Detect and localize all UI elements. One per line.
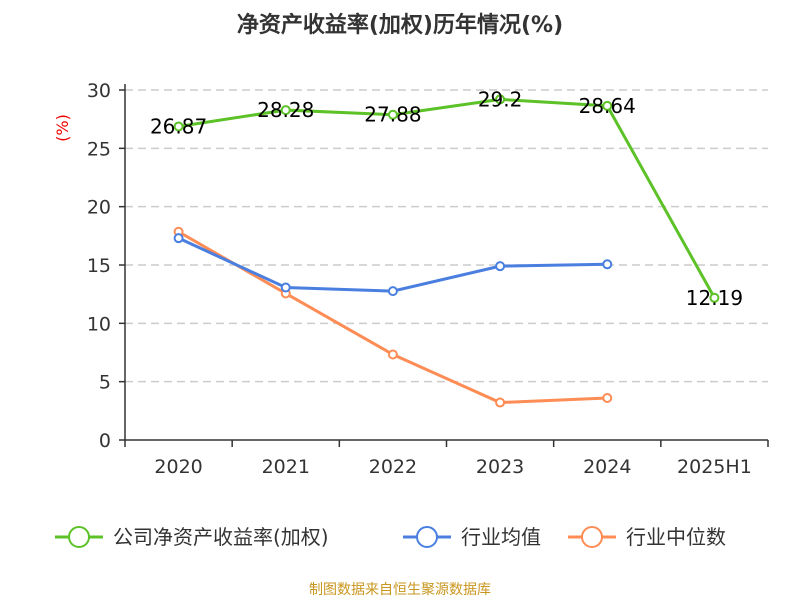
- data-label: 28.64: [579, 94, 636, 118]
- data-label: 12.19: [686, 286, 743, 310]
- data-point: [495, 261, 506, 272]
- data-point: [173, 233, 184, 244]
- y-tick-label: 25: [87, 138, 111, 160]
- y-tick-label: 0: [99, 430, 111, 452]
- x-tick-label: 2021: [262, 456, 310, 478]
- series-line: [178, 97, 716, 299]
- data-label: 29.2: [478, 87, 523, 111]
- y-tick-label: 20: [87, 197, 111, 219]
- data-point: [495, 397, 506, 408]
- x-tick-label: 2020: [154, 456, 202, 478]
- data-point: [602, 393, 613, 403]
- y-tick-label: 5: [99, 372, 111, 394]
- data-label: 26.87: [150, 115, 207, 139]
- source-note: 制图数据来自恒生聚源数据库: [309, 582, 491, 598]
- data-point: [387, 286, 398, 297]
- x-tick-label: 2024: [583, 456, 631, 478]
- data-point: [173, 121, 184, 132]
- chart-title: 净资产收益率(加权)历年情况(%): [237, 12, 563, 38]
- data-point: [387, 349, 398, 360]
- y-tick-label: 10: [87, 313, 111, 335]
- y-tick-label: 30: [87, 80, 111, 102]
- data-point: [495, 94, 506, 105]
- data-point: [602, 259, 613, 270]
- data-point: [280, 282, 291, 293]
- data-point: [709, 292, 720, 303]
- legend-marker: [68, 526, 90, 548]
- data-label: 28.28: [257, 98, 314, 122]
- series-line: [177, 230, 608, 405]
- x-tick-label: 2022: [369, 456, 417, 478]
- legend-label: 公司净资产收益率(加权): [113, 525, 329, 549]
- y-axis-label: (%): [53, 114, 72, 142]
- data-point: [602, 100, 613, 111]
- x-tick-label: 2025H1: [677, 456, 752, 478]
- x-tick-label: 2023: [476, 456, 524, 478]
- legend-marker: [416, 526, 438, 548]
- y-tick-label: 15: [87, 255, 111, 277]
- data-point: [280, 105, 291, 116]
- legend-label: 行业均值: [461, 525, 541, 549]
- data-point: [387, 109, 398, 120]
- legend-label: 行业中位数: [626, 525, 726, 549]
- legend-marker: [581, 526, 603, 548]
- data-label: 27.88: [364, 103, 421, 127]
